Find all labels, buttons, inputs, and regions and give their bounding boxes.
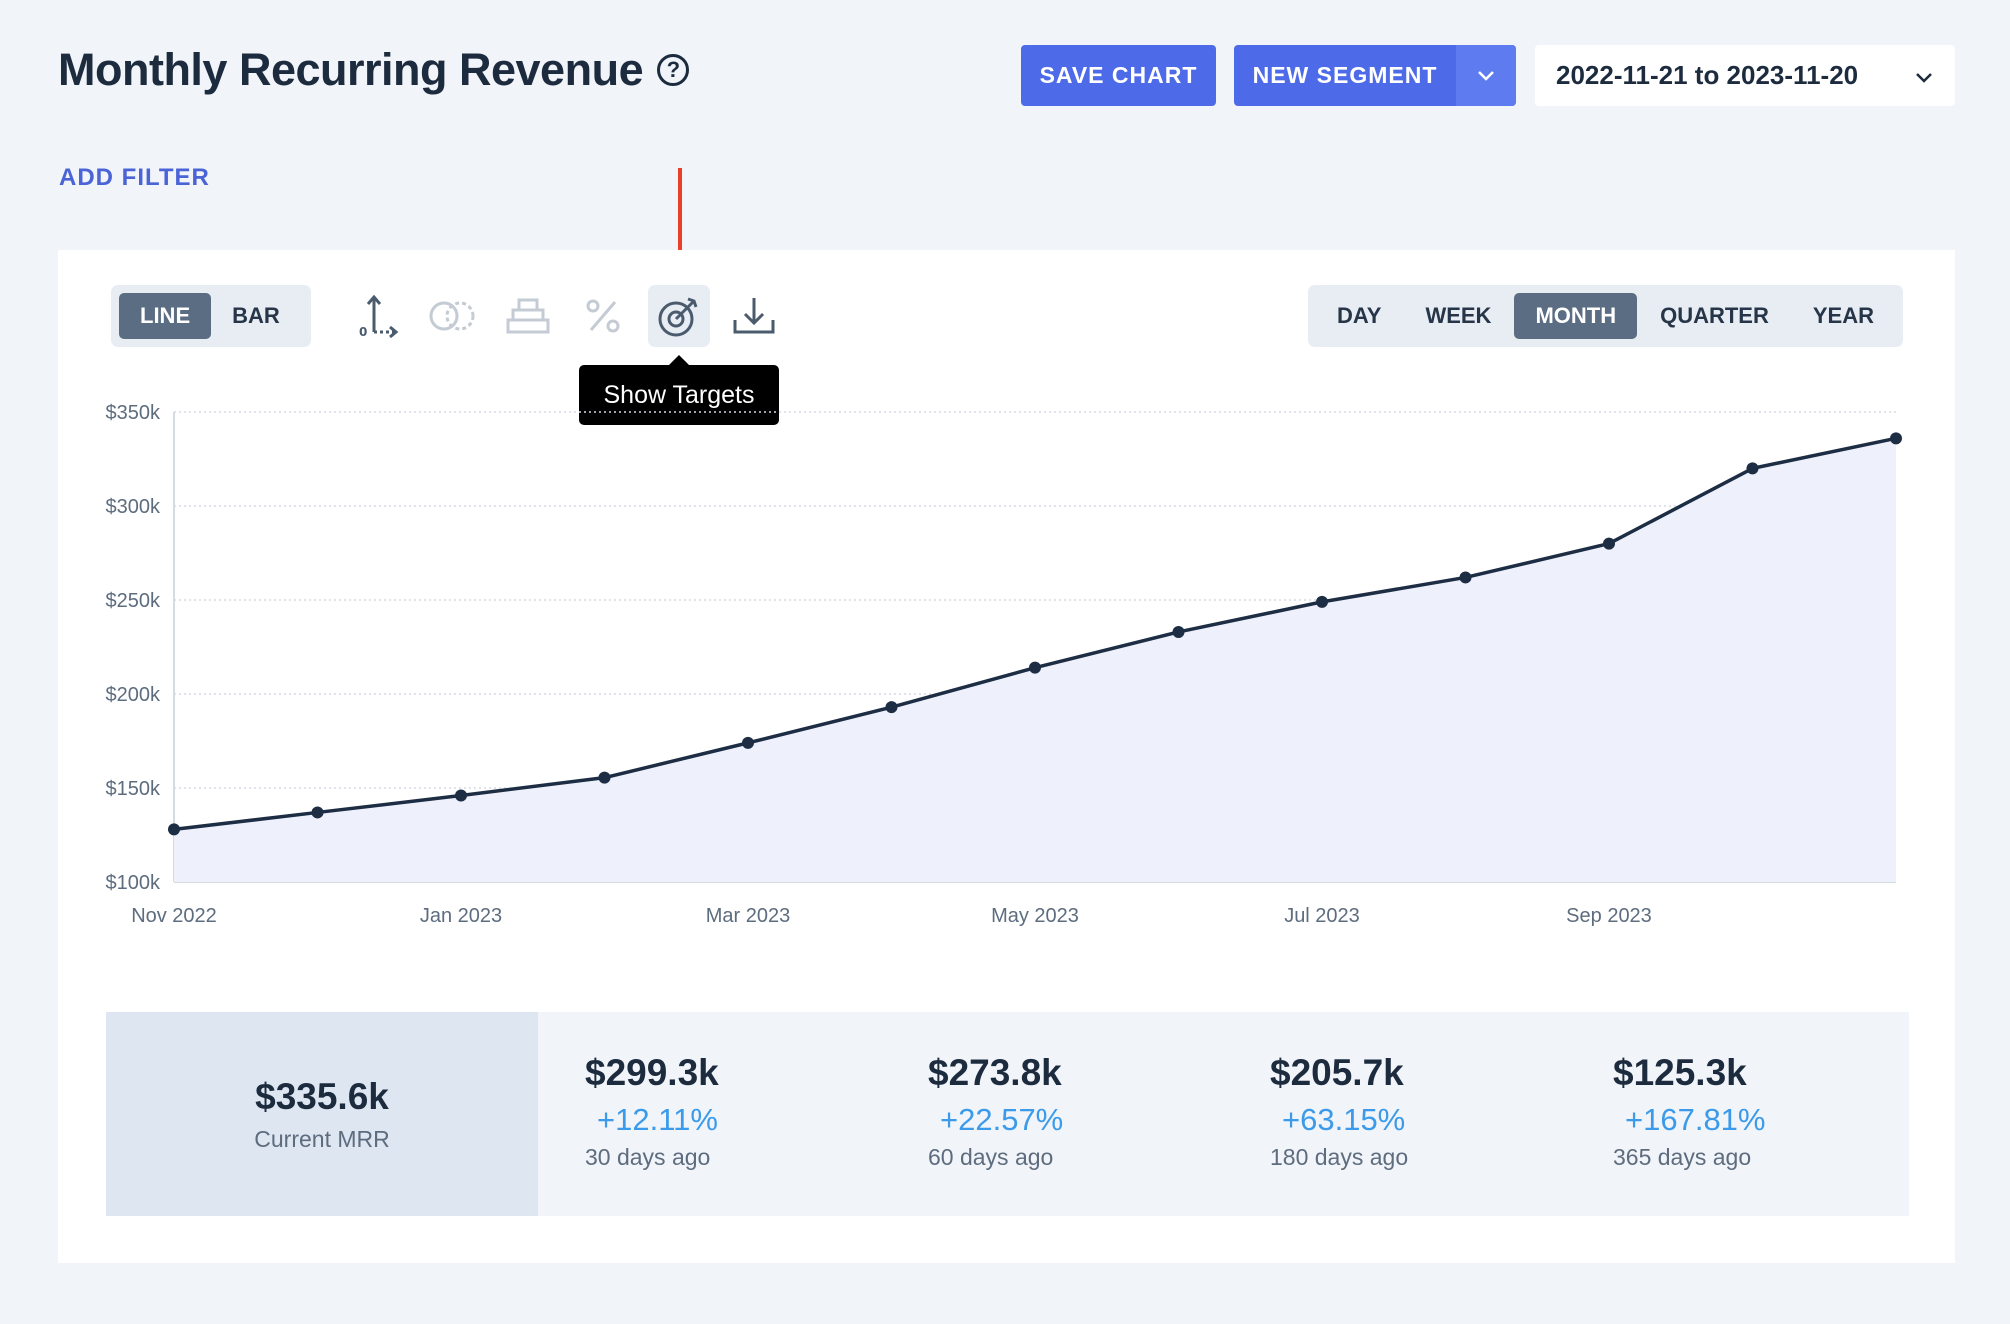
stat-180-days: $205.7k +63.15% 180 days ago [1270,1052,1408,1171]
stat-value: $205.7k [1270,1052,1404,1093]
stat-change: +12.11% [597,1102,718,1137]
period-day[interactable]: DAY [1337,303,1382,328]
current-mrr-value: $335.6k [255,1075,389,1117]
current-mrr-stat: $335.6k Current MRR [106,1012,538,1216]
data-point [1029,661,1041,674]
date-range-select[interactable]: 2022-11-21 to 2023-11-20 [1535,45,1955,106]
chevron-down-icon[interactable] [1456,45,1516,106]
stat-label: 30 days ago [585,1144,711,1170]
mrr-line-chart: $100k $150k $200k $250k $300k $350k Nov 2022 Ja… [106,402,1902,927]
svg-text:0: 0 [359,325,367,339]
data-point [168,823,180,836]
x-tick-label: Jan 2023 [420,905,502,927]
stat-change: +22.57% [940,1102,1064,1137]
stack-icon[interactable] [497,285,559,347]
new-segment-label: NEW SEGMENT [1252,62,1438,88]
period-year[interactable]: YEAR [1812,303,1874,328]
data-point [1172,625,1185,638]
y-tick-label: $350k [106,402,161,424]
y-tick-label: $300k [106,496,161,518]
series-area [174,438,1896,882]
page-title: Monthly Recurring Revenue ? [58,44,690,96]
compare-circles-icon[interactable] [421,285,483,347]
period-month[interactable]: MONTH [1514,293,1638,339]
data-point [1459,571,1472,584]
current-mrr-label: Current MRR [254,1125,390,1152]
percent-icon[interactable] [572,285,634,347]
stat-365-days: $125.3k +167.81% 365 days ago [1613,1052,1765,1171]
save-chart-button[interactable]: SAVE CHART [1021,45,1216,106]
y-tick-label: $250k [106,590,161,612]
date-range-value: 2022-11-21 to 2023-11-20 [1556,60,1859,90]
data-point [455,789,467,802]
add-filter-link[interactable]: ADD FILTER [59,164,210,191]
chevron-down-icon [1915,60,1933,91]
y-tick-label: $100k [106,872,161,894]
target-icon[interactable] [648,285,710,347]
show-targets-tooltip: Show Targets [579,355,779,425]
data-point [1890,432,1902,445]
stat-label: 365 days ago [1613,1144,1752,1170]
data-point [311,806,324,819]
chart-card: LINE BAR 0 [58,250,1955,1263]
y-tick-label: $150k [106,778,161,800]
chart-type-line[interactable]: LINE [119,293,212,339]
x-tick-label: May 2023 [991,905,1079,927]
new-segment-button[interactable]: NEW SEGMENT [1234,45,1516,106]
data-point [1603,537,1615,550]
stat-value: $125.3k [1613,1052,1747,1093]
download-icon[interactable] [723,285,785,347]
axis-scale-icon[interactable]: 0 [348,285,410,347]
data-point [1746,462,1759,475]
x-tick-label: Mar 2023 [706,905,791,927]
data-point [1316,595,1328,608]
stat-30-days: $299.3k +12.11% 30 days ago [585,1052,719,1171]
data-point [742,736,754,749]
x-tick-label: Jul 2023 [1284,905,1360,927]
period-week[interactable]: WEEK [1425,303,1492,328]
x-tick-label: Sep 2023 [1566,905,1652,927]
stat-60-days: $273.8k +22.57% 60 days ago [928,1052,1063,1171]
data-point [885,701,898,714]
stat-value: $273.8k [928,1052,1062,1093]
stat-value: $299.3k [585,1052,719,1093]
period-toggle: DAY WEEK MONTH QUARTER YEAR [1308,285,1903,347]
stat-label: 60 days ago [928,1144,1054,1170]
period-quarter[interactable]: QUARTER [1660,303,1769,328]
x-tick-label: Nov 2022 [131,905,217,927]
stats-panel: $335.6k Current MRR $299.3k +12.11% 30 d… [106,1012,1909,1216]
stat-change: +167.81% [1625,1102,1766,1137]
chart-type-toggle: LINE BAR [111,285,311,347]
question-circle-icon[interactable]: ? [657,54,690,86]
stat-change: +63.15% [1282,1102,1406,1137]
data-point [598,771,611,784]
page-title-text: Monthly Recurring Revenue [58,44,644,95]
stat-label: 180 days ago [1270,1144,1409,1170]
y-tick-label: $200k [106,684,161,706]
chart-type-bar[interactable]: BAR [232,303,280,328]
